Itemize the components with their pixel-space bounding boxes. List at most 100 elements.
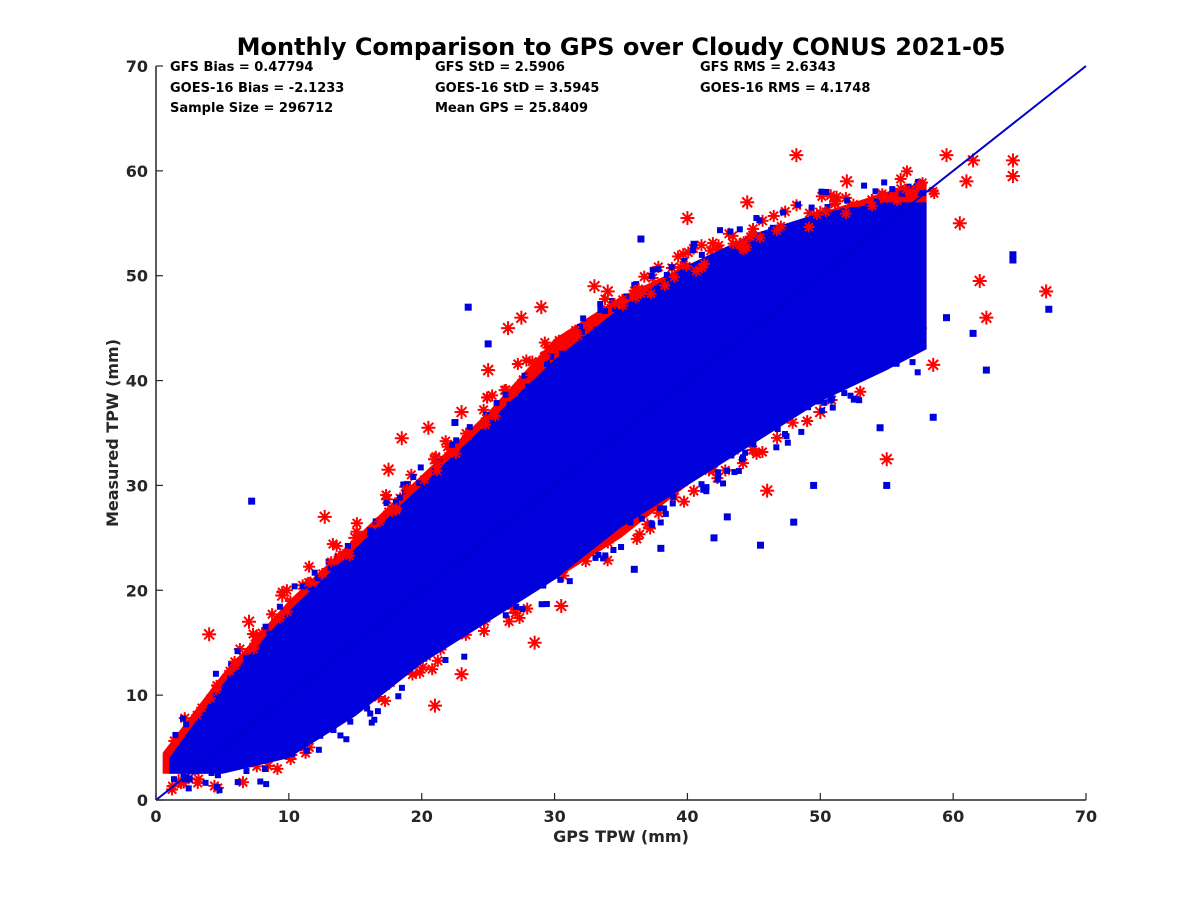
red-point bbox=[959, 174, 974, 189]
red-edge-point bbox=[829, 197, 842, 210]
blue-edge-point bbox=[183, 721, 190, 728]
blue-edge-point bbox=[170, 776, 177, 783]
red-upper-point bbox=[840, 208, 852, 220]
one-to-one-reference-line bbox=[155, 65, 1087, 801]
blue-edge-point bbox=[731, 469, 738, 476]
blue-edge-point bbox=[633, 281, 640, 288]
x-tick-label: 0 bbox=[150, 807, 161, 826]
red-edge-point bbox=[712, 239, 725, 252]
blue-edge-point bbox=[234, 779, 241, 786]
blue-edge-point bbox=[330, 564, 337, 571]
red-point bbox=[587, 279, 602, 294]
red-upper-point bbox=[251, 631, 263, 643]
red-point bbox=[394, 431, 409, 446]
blue-edge-point bbox=[502, 612, 509, 619]
blue-edge-point bbox=[442, 657, 449, 664]
blue-edge-point bbox=[383, 500, 390, 507]
blue-edge-point bbox=[513, 603, 520, 610]
red-edge-point bbox=[767, 209, 780, 222]
y-tick-label: 10 bbox=[126, 686, 148, 705]
red-point bbox=[554, 599, 569, 614]
blue-edge-point bbox=[648, 520, 655, 527]
red-point bbox=[740, 195, 755, 210]
blue-edge-point bbox=[543, 359, 550, 366]
red-point bbox=[680, 211, 695, 226]
red-point bbox=[317, 509, 332, 524]
red-edge-point bbox=[633, 528, 646, 541]
red-edge-point bbox=[687, 484, 700, 497]
blue-point bbox=[810, 481, 818, 489]
blue-edge-point bbox=[261, 766, 268, 773]
blue-edge-point bbox=[898, 190, 905, 197]
red-upper-point bbox=[891, 195, 903, 207]
blue-edge-point bbox=[367, 710, 374, 717]
blue-edge-point bbox=[773, 444, 780, 451]
red-point bbox=[1005, 153, 1020, 168]
blue-edge-point bbox=[180, 771, 187, 778]
red-upper-point bbox=[744, 231, 756, 243]
red-point bbox=[972, 273, 987, 288]
y-ticks: 0 10 20 30 40 50 60 70 bbox=[126, 57, 163, 810]
blue-edge-point bbox=[681, 257, 688, 264]
blue-edge-point bbox=[172, 731, 179, 738]
blue-edge-point bbox=[311, 569, 318, 576]
x-tick-label: 40 bbox=[676, 807, 698, 826]
blue-edge-point bbox=[821, 399, 828, 406]
red-edge-point bbox=[303, 560, 316, 573]
x-tick-label: 50 bbox=[809, 807, 831, 826]
blue-edge-point bbox=[736, 226, 743, 233]
red-upper-point bbox=[284, 595, 296, 607]
blue-edge-point bbox=[698, 481, 705, 488]
x-tick-label: 70 bbox=[1075, 807, 1097, 826]
blue-edge-point bbox=[384, 683, 391, 690]
y-tick-label: 0 bbox=[137, 791, 148, 810]
blue-point bbox=[1009, 251, 1017, 259]
red-point bbox=[1005, 169, 1020, 184]
stat-gfs-rms: GFS RMS = 2.6343 bbox=[700, 60, 836, 75]
blue-edge-point bbox=[208, 769, 215, 776]
blue-edge-point bbox=[466, 424, 473, 431]
blue-edge-point bbox=[780, 209, 787, 216]
blue-point bbox=[757, 541, 764, 549]
stats-annotations: GFS Bias = 0.47794 GFS StD = 2.5906 GFS … bbox=[170, 60, 870, 116]
blue-point bbox=[943, 314, 950, 322]
blue-edge-point bbox=[343, 736, 350, 743]
blue-point bbox=[929, 413, 937, 421]
blue-edge-point bbox=[872, 188, 879, 195]
blue-edge-point bbox=[720, 480, 727, 487]
red-point bbox=[527, 635, 542, 650]
red-upper-point bbox=[386, 503, 398, 515]
blue-edge-point bbox=[600, 555, 607, 562]
blue-edge-point bbox=[398, 684, 405, 691]
red-upper-point bbox=[461, 430, 473, 442]
red-edge-point bbox=[513, 611, 526, 624]
blue-point bbox=[484, 340, 492, 348]
series-layer bbox=[162, 148, 1054, 796]
blue-edge-point bbox=[703, 488, 710, 495]
blue-edge-point bbox=[917, 190, 924, 197]
blue-edge-point bbox=[724, 467, 731, 474]
red-edge-point bbox=[431, 654, 444, 667]
blue-edge-point bbox=[602, 308, 609, 315]
red-point bbox=[481, 363, 496, 378]
red-point bbox=[514, 310, 529, 325]
blue-edge-point bbox=[655, 266, 662, 273]
blue-edge-point bbox=[416, 479, 423, 486]
red-point bbox=[534, 300, 549, 315]
blue-edge-point bbox=[689, 263, 696, 270]
red-point bbox=[501, 321, 516, 336]
blue-edge-point bbox=[461, 653, 468, 660]
red-upper-point bbox=[553, 334, 565, 346]
red-upper-point bbox=[210, 684, 222, 696]
red-upper-point bbox=[325, 556, 337, 568]
blue-edge-point bbox=[634, 511, 641, 518]
red-point bbox=[879, 452, 894, 467]
blue-edge-point bbox=[276, 603, 283, 610]
blue-edge-point bbox=[392, 498, 399, 505]
red-edge-point bbox=[439, 435, 452, 448]
red-upper-point bbox=[204, 692, 216, 704]
red-upper-point bbox=[525, 369, 537, 381]
red-point bbox=[454, 405, 469, 420]
red-upper-point bbox=[431, 457, 443, 469]
y-tick-label: 20 bbox=[126, 581, 148, 600]
